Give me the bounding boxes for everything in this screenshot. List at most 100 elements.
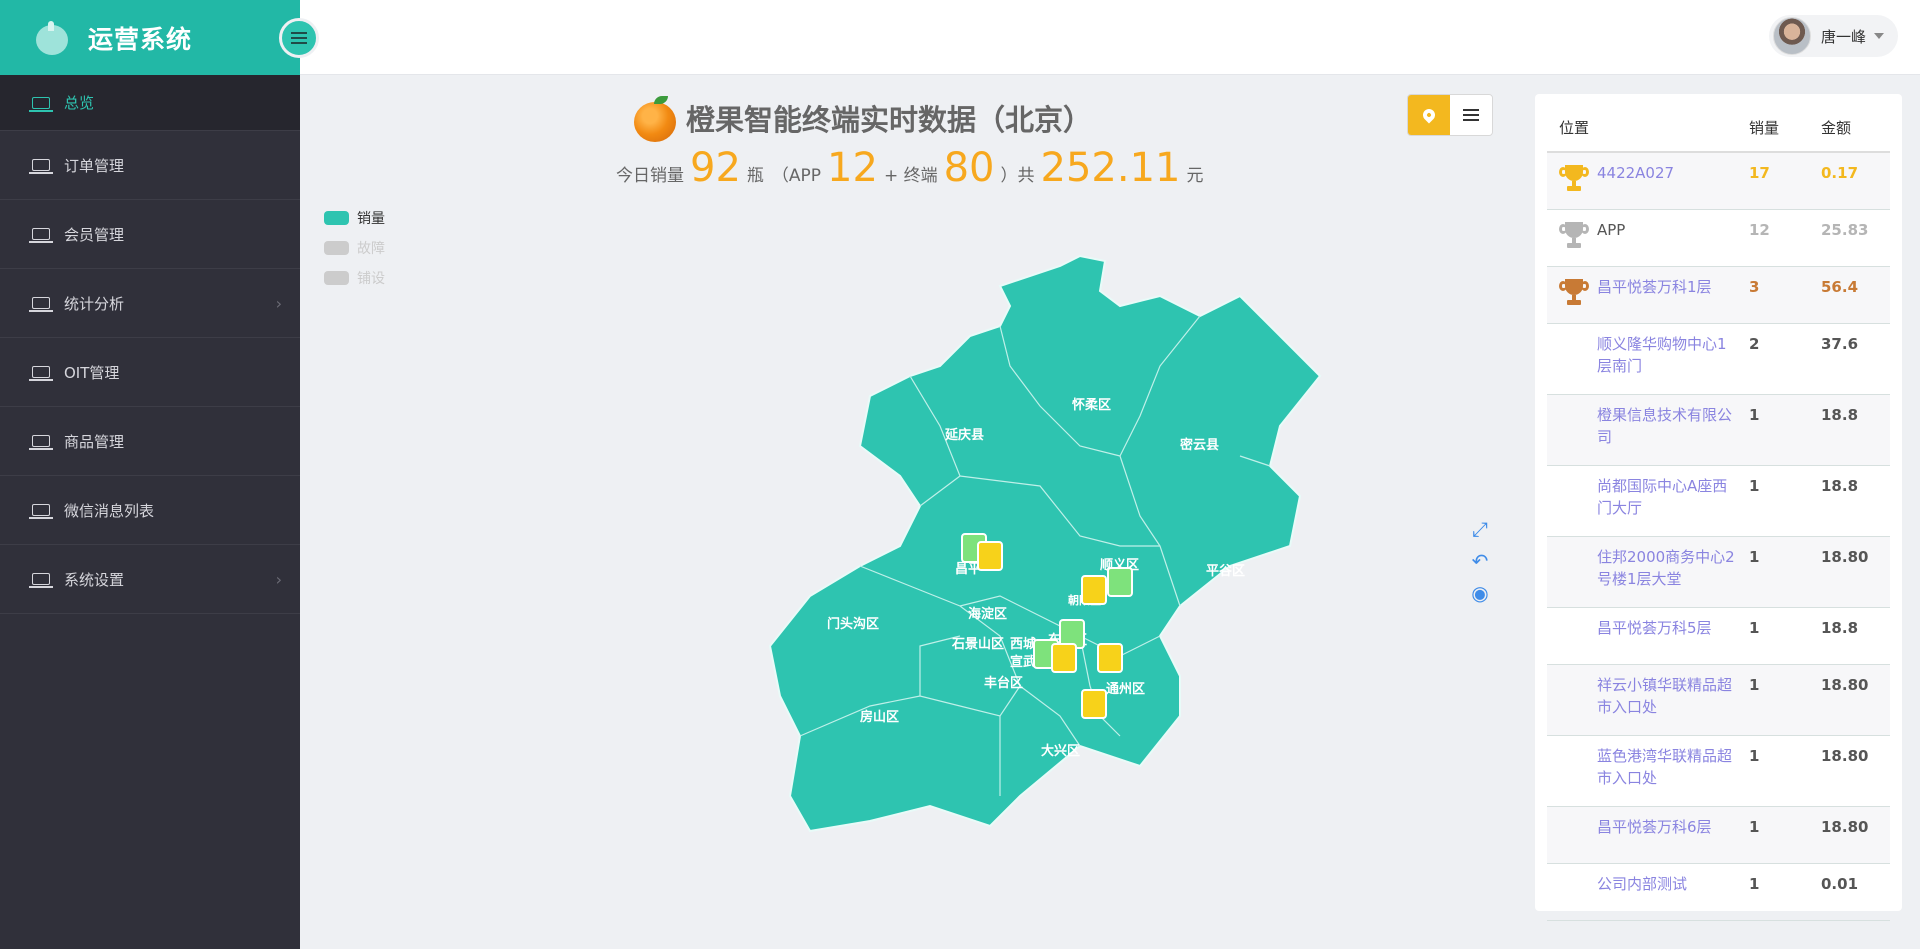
location-text: APP <box>1597 220 1626 239</box>
unit-yuan: 元 <box>1186 166 1204 186</box>
qty-cell: 1 <box>1737 394 1809 466</box>
location-cell[interactable]: 顺义隆华购物中心1层南门 <box>1547 323 1737 395</box>
location-text: 橙果信息技术有限公司 <box>1597 405 1733 446</box>
amount-cell: 0.17 <box>1809 152 1890 210</box>
location-cell[interactable]: APP <box>1547 209 1737 267</box>
sidebar-item-6[interactable]: 微信消息列表 <box>0 476 300 545</box>
sidebar-item-label: 会员管理 <box>64 225 125 244</box>
sidebar-item-0[interactable]: 总览 <box>0 75 300 131</box>
amount-cell: 37.6 <box>1809 323 1890 395</box>
terminal-label: + 终端 <box>883 166 938 186</box>
user-menu[interactable]: 唐一峰 <box>1768 15 1898 57</box>
terminal-marker[interactable] <box>1033 639 1077 673</box>
sidebar-item-7[interactable]: 系统设置 › <box>0 545 300 614</box>
location-text: 祥云小镇华联精品超市入口处 <box>1597 675 1733 716</box>
location-text: 住邦2000商务中心2号楼1层大堂 <box>1597 547 1735 588</box>
map-legend: 销量故障铺设 <box>324 203 385 293</box>
app-title: 运营系统 <box>88 24 193 54</box>
table-row[interactable]: APP 12 25.83 <box>1547 209 1890 267</box>
main-content: 橙果智能终端实时数据（北京） 今日销量 92 瓶 （APP 12 + 终端 80… <box>300 76 1920 949</box>
legend-label: 故障 <box>357 241 385 257</box>
list-icon <box>1463 109 1479 121</box>
reset-icon[interactable]: ↶ <box>1471 549 1489 573</box>
table-row[interactable]: 尚都国际中心A座西门大厅 1 18.8 <box>1547 465 1890 537</box>
monitor-icon <box>29 297 53 312</box>
qty-cell: 1 <box>1737 664 1809 736</box>
legend-item[interactable]: 销量 <box>324 203 385 233</box>
list-view-button[interactable] <box>1450 95 1492 135</box>
sidebar-item-1[interactable]: 订单管理 <box>0 131 300 200</box>
location-text: 蓝色港湾华联精品超市入口处 <box>1597 746 1733 787</box>
terminal-marker[interactable] <box>961 533 1003 571</box>
terminal-marker[interactable] <box>1097 643 1123 673</box>
district-label: 通州区 <box>1106 681 1145 697</box>
table-row[interactable]: 橙果信息技术有限公司 1 18.8 <box>1547 394 1890 466</box>
avatar <box>1772 17 1811 55</box>
app-qty: 12 <box>827 145 878 191</box>
legend-item[interactable]: 故障 <box>324 233 385 263</box>
location-cell[interactable]: 尚都国际中心A座西门大厅 <box>1547 465 1737 537</box>
terminal-marker[interactable] <box>1081 689 1107 719</box>
brand-header: 运营系统 <box>0 0 300 75</box>
fullscreen-icon[interactable]: ⤢ <box>1472 517 1488 541</box>
sidebar: 运营系统 总览 订单管理会员管理统计分析 › OIT管理商品管理 微信消息列表 系统设置 › <box>0 0 300 949</box>
terminal-markers <box>961 533 1133 719</box>
sidebar-item-4[interactable]: OIT管理 <box>0 338 300 407</box>
beijing-map[interactable]: 延庆县 怀柔区 密云县 昌平 顺义区 平谷区 门头沟区 海淀区 石景山区 西城 … <box>580 216 1340 856</box>
column-header-amount[interactable]: 金额 <box>1809 104 1890 153</box>
column-header-location[interactable]: 位置 <box>1547 104 1737 153</box>
trophy-icon <box>1559 278 1589 307</box>
table-row[interactable]: 4422A027 17 0.17 <box>1547 152 1890 210</box>
district-label: 延庆县 <box>944 427 984 443</box>
page-title-text: 橙果智能终端实时数据（北京） <box>686 103 1093 137</box>
location-cell[interactable]: 橙果信息技术有限公司 <box>1547 394 1737 466</box>
district-label: 丰台区 <box>984 675 1023 691</box>
legend-item[interactable]: 铺设 <box>324 263 385 293</box>
location-cell[interactable]: 4422A027 <box>1547 152 1737 210</box>
table-row[interactable]: 昌平悦荟万科5层 1 18.8 <box>1547 607 1890 665</box>
location-cell[interactable]: 蓝色港湾华联精品超市入口处 <box>1547 735 1737 807</box>
table-row[interactable]: 昌平悦荟万科6层 1 18.80 <box>1547 806 1890 864</box>
table-row[interactable]: 祥云小镇华联精品超市入口处 1 18.80 <box>1547 664 1890 736</box>
amount-cell: 0.01 <box>1809 863 1890 921</box>
qty-cell: 17 <box>1737 152 1809 210</box>
terminal-marker[interactable] <box>1081 567 1133 605</box>
location-text: 昌平悦荟万科5层 <box>1597 618 1712 637</box>
legend-label: 销量 <box>357 211 385 227</box>
column-header-qty[interactable]: 销量 <box>1737 104 1809 153</box>
amount-cell: 18.80 <box>1809 664 1890 736</box>
monitor-icon <box>29 504 53 519</box>
amount-cell: 56.4 <box>1809 266 1890 324</box>
eye-icon[interactable]: ◉ <box>1471 581 1489 605</box>
table-row[interactable]: 顺义隆华购物中心1层南门 2 37.6 <box>1547 323 1890 395</box>
table-row[interactable]: 公司内部测试 1 0.01 <box>1547 863 1890 921</box>
map-tools: ⤢ ↶ ◉ <box>1468 516 1492 606</box>
trophy-icon <box>1559 165 1589 193</box>
app-label: （APP <box>771 166 822 186</box>
qty-cell: 1 <box>1737 607 1809 665</box>
trophy-icon <box>1559 221 1589 250</box>
qty-cell: 3 <box>1737 266 1809 324</box>
location-cell[interactable]: 昌平悦荟万科5层 <box>1547 607 1737 665</box>
district-label: 昌平 <box>955 562 981 577</box>
location-text: 顺义隆华购物中心1层南门 <box>1597 334 1727 375</box>
district-label: 西城 <box>1010 636 1036 652</box>
sidebar-item-3[interactable]: 统计分析 › <box>0 269 300 338</box>
location-cell[interactable]: 昌平悦荟万科1层 <box>1547 266 1737 324</box>
map-view-button[interactable] <box>1408 95 1450 135</box>
location-cell[interactable]: 昌平悦荟万科6层 <box>1547 806 1737 864</box>
sidebar-item-label: OIT管理 <box>64 363 120 382</box>
sidebar-item-2[interactable]: 会员管理 <box>0 200 300 269</box>
district-label: 大兴区 <box>1041 743 1080 759</box>
district-label: 房山区 <box>860 709 899 725</box>
qty-cell: 1 <box>1737 806 1809 864</box>
user-name: 唐一峰 <box>1820 27 1866 46</box>
table-row[interactable]: 昌平悦荟万科1层 3 56.4 <box>1547 266 1890 324</box>
location-cell[interactable]: 住邦2000商务中心2号楼1层大堂 <box>1547 536 1737 608</box>
table-row[interactable]: 住邦2000商务中心2号楼1层大堂 1 18.80 <box>1547 536 1890 608</box>
location-cell[interactable]: 祥云小镇华联精品超市入口处 <box>1547 664 1737 736</box>
location-cell[interactable]: 公司内部测试 <box>1547 863 1737 921</box>
sidebar-toggle-button[interactable] <box>279 18 319 58</box>
table-row[interactable]: 蓝色港湾华联精品超市入口处 1 18.80 <box>1547 735 1890 807</box>
sidebar-item-5[interactable]: 商品管理 <box>0 407 300 476</box>
